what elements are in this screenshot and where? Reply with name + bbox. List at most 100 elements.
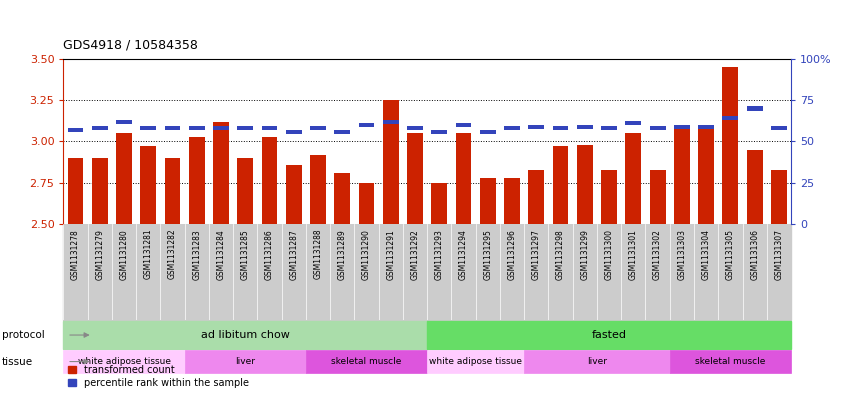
Bar (68, 128, 84, 132)
Bar (306, 350, 427, 373)
Bar (238, 158, 253, 224)
Bar (698, 125, 714, 129)
Legend: transformed count, percentile rank within the sample: transformed count, percentile rank withi… (69, 365, 249, 388)
Bar (286, 165, 302, 224)
Bar (431, 183, 448, 224)
Text: GSM1131289: GSM1131289 (338, 229, 347, 279)
Bar (310, 155, 326, 224)
Bar (359, 183, 375, 224)
Bar (529, 125, 544, 129)
Bar (213, 126, 229, 130)
Text: white adipose tissue: white adipose tissue (78, 357, 171, 366)
Bar (525, 350, 670, 373)
Bar (407, 133, 423, 224)
Text: GDS4918 / 10584358: GDS4918 / 10584358 (63, 38, 198, 51)
Text: GSM1131293: GSM1131293 (435, 229, 444, 280)
Text: fasted: fasted (591, 330, 627, 340)
Bar (674, 128, 689, 224)
Text: GSM1131292: GSM1131292 (410, 229, 420, 279)
Text: GSM1131300: GSM1131300 (605, 229, 613, 280)
Bar (116, 119, 132, 124)
Bar (698, 128, 714, 224)
Bar (480, 130, 496, 134)
Bar (261, 126, 277, 130)
Text: GSM1131286: GSM1131286 (265, 229, 274, 279)
Text: GSM1131306: GSM1131306 (750, 229, 759, 280)
Text: GSM1131287: GSM1131287 (289, 229, 299, 279)
Text: liver: liver (235, 357, 255, 366)
Bar (427, 350, 525, 373)
Bar (310, 126, 326, 130)
Bar (602, 169, 617, 224)
Text: GSM1131290: GSM1131290 (362, 229, 371, 280)
Text: GSM1131296: GSM1131296 (508, 229, 517, 280)
Text: liver: liver (587, 357, 607, 366)
Bar (189, 136, 205, 224)
Bar (189, 126, 205, 130)
Bar (184, 350, 306, 373)
Bar (427, 321, 791, 349)
Text: GSM1131301: GSM1131301 (629, 229, 638, 280)
Text: white adipose tissue: white adipose tissue (429, 357, 522, 366)
Bar (63, 350, 184, 373)
Bar (577, 125, 593, 129)
Bar (552, 147, 569, 224)
Text: GSM1131278: GSM1131278 (71, 229, 80, 279)
Bar (359, 123, 375, 127)
Bar (552, 126, 569, 130)
Bar (650, 169, 666, 224)
Bar (771, 126, 787, 130)
Text: GSM1131279: GSM1131279 (96, 229, 104, 280)
Bar (625, 133, 641, 224)
Bar (625, 121, 641, 125)
Text: GSM1131285: GSM1131285 (241, 229, 250, 279)
Text: GSM1131307: GSM1131307 (774, 229, 783, 280)
Bar (504, 178, 520, 224)
Text: protocol: protocol (2, 330, 45, 340)
Bar (63, 321, 427, 349)
Bar (116, 133, 132, 224)
Bar (747, 150, 762, 224)
Bar (722, 67, 739, 224)
Text: GSM1131283: GSM1131283 (192, 229, 201, 279)
Bar (92, 158, 107, 224)
Bar (407, 126, 423, 130)
Bar (480, 178, 496, 224)
Text: GSM1131288: GSM1131288 (314, 229, 322, 279)
Text: tissue: tissue (2, 356, 33, 367)
Text: GSM1131294: GSM1131294 (459, 229, 468, 280)
Text: GSM1131282: GSM1131282 (168, 229, 177, 279)
Bar (165, 126, 180, 130)
Text: GSM1131298: GSM1131298 (556, 229, 565, 279)
Text: GSM1131304: GSM1131304 (701, 229, 711, 280)
Text: GSM1131280: GSM1131280 (119, 229, 129, 279)
Bar (140, 147, 157, 224)
Text: GSM1131281: GSM1131281 (144, 229, 153, 279)
Bar (456, 123, 471, 127)
Bar (674, 125, 689, 129)
Bar (286, 130, 302, 134)
Text: GSM1131284: GSM1131284 (217, 229, 226, 279)
Text: GSM1131305: GSM1131305 (726, 229, 735, 280)
Text: ad libitum chow: ad libitum chow (201, 330, 290, 340)
Bar (68, 158, 84, 224)
Bar (577, 145, 593, 224)
Text: GSM1131291: GSM1131291 (387, 229, 395, 279)
Bar (504, 126, 520, 130)
Bar (771, 169, 787, 224)
Bar (431, 130, 448, 134)
Bar (334, 173, 350, 224)
Bar (670, 350, 791, 373)
Text: GSM1131297: GSM1131297 (532, 229, 541, 280)
Bar (602, 126, 617, 130)
Text: GSM1131295: GSM1131295 (483, 229, 492, 280)
Text: skeletal muscle: skeletal muscle (695, 357, 766, 366)
Text: GSM1131299: GSM1131299 (580, 229, 590, 280)
Bar (238, 126, 253, 130)
Bar (383, 119, 398, 124)
Bar (165, 158, 180, 224)
Bar (383, 100, 398, 224)
Bar (92, 126, 107, 130)
Bar (334, 130, 350, 134)
Text: skeletal muscle: skeletal muscle (332, 357, 402, 366)
